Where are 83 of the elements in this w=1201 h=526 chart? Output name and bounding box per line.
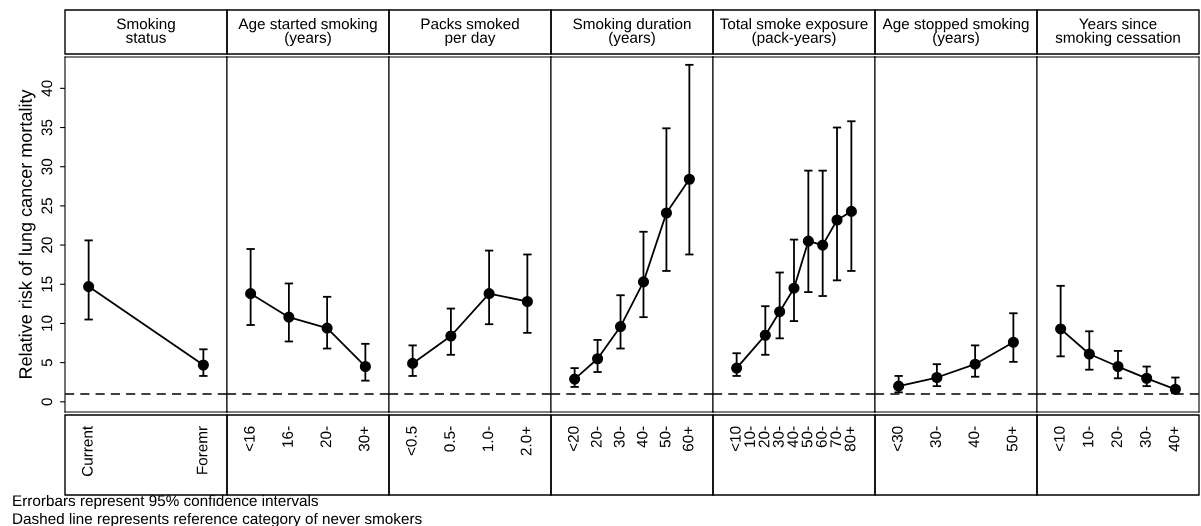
x-tick-label: 30- <box>1139 426 1151 448</box>
x-tick-label: 50- <box>801 426 813 448</box>
point <box>831 214 843 226</box>
y-axis-title: Relative risk of lung cancer mortality <box>18 89 36 379</box>
point <box>1169 383 1181 395</box>
point <box>817 239 829 251</box>
x-tick-label: 30- <box>930 426 941 448</box>
x-tick-label: 40- <box>636 426 648 448</box>
text: Errorbars represent 95% confidence intervals <box>13 494 318 510</box>
chart-title: Smoking duration (years) <box>573 18 691 46</box>
point <box>660 207 672 219</box>
point <box>1055 323 1067 335</box>
point <box>931 371 943 384</box>
x-tick-label: 40- <box>787 426 799 448</box>
x-tick-label: 20- <box>590 426 602 448</box>
x-tick-label: 80+ <box>844 426 856 452</box>
x-tick-label: 50+ <box>1006 426 1018 452</box>
x-tick-label: Foremr <box>196 426 208 474</box>
point <box>683 173 695 185</box>
x-tick-label: 16- <box>282 426 293 447</box>
x-tick-label: 40- <box>968 426 980 448</box>
y-tick-label: 35 <box>41 119 53 136</box>
point <box>845 205 857 217</box>
chart-title: Smoking status <box>116 18 175 43</box>
point <box>359 360 371 373</box>
point <box>521 295 533 308</box>
point <box>1083 348 1095 360</box>
point <box>592 353 604 365</box>
point <box>483 288 495 300</box>
point <box>969 358 981 370</box>
x-tick-label: 60- <box>815 426 827 448</box>
y-tick-label: 0 <box>41 398 53 406</box>
point <box>1112 360 1124 373</box>
x-tick-label: Current <box>81 426 93 477</box>
x-tick-label: 50- <box>659 426 671 448</box>
x-tick-label: <20 <box>567 426 579 452</box>
y-tick-label: 20 <box>41 237 53 253</box>
point <box>445 330 457 342</box>
point <box>774 306 786 318</box>
x-tick-label: 1.0- <box>482 426 494 452</box>
point <box>1007 336 1019 348</box>
x-tick-label: <10 <box>729 426 741 452</box>
x-tick-label: 20- <box>1111 426 1123 448</box>
x-tick-label: 60+ <box>682 426 694 452</box>
x-tick-label: 30- <box>613 426 625 448</box>
point <box>802 235 814 247</box>
x-tick-label: 10- <box>1082 426 1094 447</box>
x-tick-label: 0.5- <box>444 426 455 452</box>
chart-title: Total smoke exposure (pack-years) <box>720 18 868 46</box>
x-tick-label: <10 <box>1053 426 1065 452</box>
y-tick-label: 10 <box>41 315 53 331</box>
point <box>788 282 800 294</box>
y-tick-label: 25 <box>41 198 53 214</box>
x-tick-label: 30+ <box>358 426 370 452</box>
x-tick-label: 2.0+ <box>520 426 532 456</box>
x-tick-label: <30 <box>891 426 903 452</box>
x-tick-label: <16 <box>243 426 255 452</box>
y-tick-label: 15 <box>41 276 53 292</box>
chart-title: Age stopped smoking (years) <box>882 18 1029 46</box>
x-tick-label: 40+ <box>1168 426 1180 452</box>
point <box>893 380 905 392</box>
x-tick-label: 30- <box>772 426 784 448</box>
y-tick-label: 30 <box>41 158 53 175</box>
y-tick-label: 40 <box>41 80 53 97</box>
x-tick-label: 20- <box>758 426 770 448</box>
point <box>321 322 333 334</box>
point <box>245 288 257 300</box>
x-tick-label: 20- <box>320 426 332 448</box>
x-tick-label: <0.5 <box>405 426 417 456</box>
point <box>1141 372 1153 384</box>
chart-title: Age started smoking (years) <box>238 18 377 46</box>
y-tick-label: 5 <box>41 359 53 367</box>
point <box>614 321 627 333</box>
point <box>283 311 295 323</box>
point <box>637 276 650 288</box>
point <box>731 362 743 374</box>
point <box>569 373 581 385</box>
x-tick-label: 10- <box>744 426 756 447</box>
chart-title: Packs smoked per day <box>421 18 519 46</box>
x-tick-label: 70- <box>830 426 842 448</box>
point <box>759 329 771 341</box>
point <box>407 357 419 369</box>
chart-title: Years since smoking cessation <box>1055 18 1180 46</box>
